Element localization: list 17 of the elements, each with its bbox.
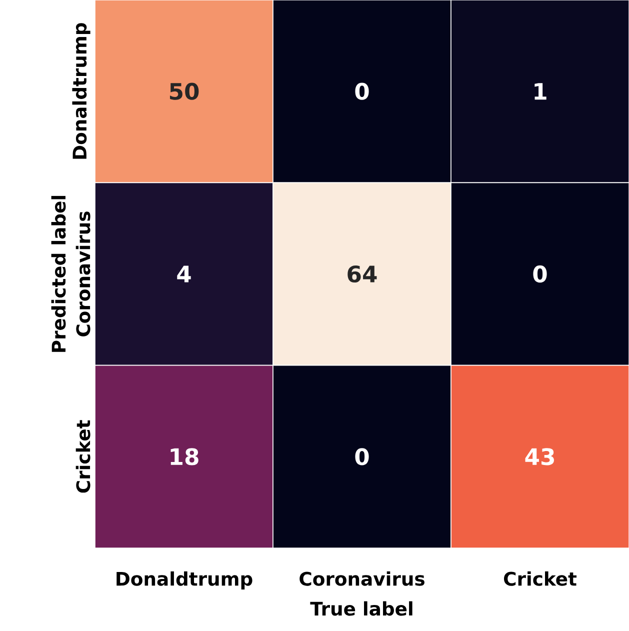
data-label: 64 [348, 265, 377, 283]
x-tick-label: Donaldtrump [116, 571, 252, 590]
data-label: 0 [355, 448, 369, 466]
data-label: 43 [525, 448, 554, 466]
data-label: 50 [170, 82, 199, 100]
x-tick-label: Coronavirus [300, 571, 424, 586]
data-label: 0 [533, 265, 547, 283]
data-label: 18 [170, 448, 198, 466]
data-label: 4 [177, 266, 191, 282]
data-label: 1 [534, 83, 546, 100]
y-tick-label: Coronavirus [76, 212, 90, 336]
y-axis-title: Predicted label [51, 196, 66, 352]
data-label: 0 [355, 82, 369, 100]
y-tick-label: Cricket [76, 420, 90, 493]
x-axis-title: True label [310, 601, 412, 616]
x-tick-label: Cricket [504, 571, 577, 586]
y-tick-label: Donaldtrump [72, 23, 90, 159]
